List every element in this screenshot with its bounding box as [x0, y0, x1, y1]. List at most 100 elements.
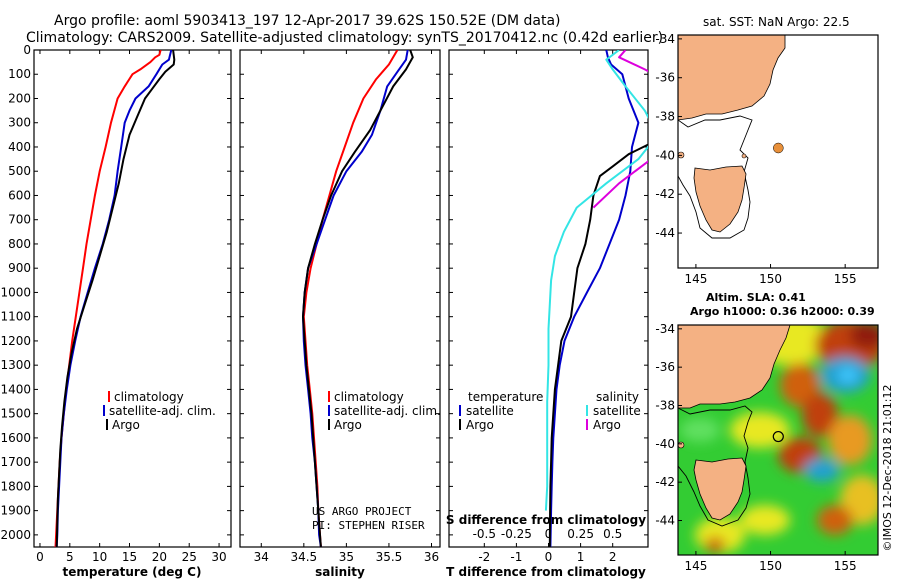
lon-tick-label: 155 [834, 559, 857, 573]
series-line-salinity-satellite [544, 50, 648, 511]
legend-swatch-temp-satellite [459, 405, 461, 416]
credit-line-2: PI: STEPHEN RISER [312, 519, 425, 532]
series-line-argo [55, 50, 176, 547]
y-tick-label: 100 [8, 67, 31, 81]
page-subtitle: Climatology: CARS2009. Satellite-adjuste… [26, 30, 663, 46]
lon-tick-label: 155 [834, 272, 857, 286]
x-tick-label: 36 [424, 550, 439, 564]
legend-label-satellite: satellite-adj. clim. [109, 404, 216, 418]
king-island [678, 441, 685, 449]
y-tick-label: 1600 [0, 431, 31, 445]
difference-series [544, 50, 648, 547]
lat-tick-label: -40 [655, 437, 675, 451]
sla-map-title-1: Altim. SLA: 0.41 [706, 291, 806, 304]
salinity-axes: 34 34.5 35 35.5 36 [240, 49, 440, 564]
lon-tick-label: 145 [684, 559, 707, 573]
sst-map [678, 35, 878, 268]
sst-map-frame [677, 34, 879, 269]
y-tick-label: 400 [8, 140, 31, 154]
x-tick-label: 0 [545, 550, 553, 564]
argo-float-marker [773, 142, 784, 154]
tasmania [693, 457, 747, 521]
legend-label-sal-argo: Argo [593, 418, 621, 432]
y-tick-label: 300 [8, 116, 31, 130]
x-tick-label: -2 [478, 550, 490, 564]
shelf-contour [678, 115, 753, 239]
s-diff-tick-label: 0 [545, 527, 553, 541]
s-diff-tick-label: -0.25 [501, 527, 532, 541]
y-tick-label: 900 [8, 261, 31, 275]
legend-label-temp-satellite: satellite [466, 404, 514, 418]
argo-float-marker [772, 430, 784, 443]
salinity-legend: climatology satellite-adj. clim. Argo [328, 390, 441, 432]
s-difference-xlabel: S difference from climatology [446, 513, 646, 527]
y-tick-label: 1900 [0, 504, 31, 518]
y-tick-label: 0 [23, 43, 31, 57]
x-tick-label: 34 [254, 550, 269, 564]
x-tick-label: 15 [122, 550, 137, 564]
lat-tick-label: -36 [655, 71, 675, 85]
imos-timestamp: ©IMOS 12-Dec-2018 21:01:12 [881, 385, 894, 552]
lon-tick-label: 150 [759, 272, 782, 286]
x-tick-label: 25 [182, 550, 197, 564]
difference-legend: temperature satellite Argo salinity sate… [459, 390, 641, 432]
x-tick-label: -1 [510, 550, 522, 564]
legend-label-temp-argo: Argo [466, 418, 494, 432]
sla-map-title-2: Argo h1000: 0.36 h2000: 0.39 [690, 305, 875, 318]
y-tick-label: 1000 [0, 285, 31, 299]
x-tick-label: 35.5 [376, 550, 403, 564]
legend-label-satellite: satellite-adj. clim. [334, 404, 441, 418]
x-tick-label: 20 [152, 550, 167, 564]
lat-tick-label: -38 [655, 399, 675, 413]
sla-map [678, 325, 878, 555]
series-line-temperature-argo [548, 143, 648, 547]
x-tick-label: 34.5 [290, 550, 317, 564]
sst-map-axes: 145 150 155 -34 -36 -38 -40 -42 -44 [655, 32, 856, 286]
mainland-australia [678, 325, 791, 409]
lat-tick-label: -34 [655, 322, 675, 336]
legend-swatch-argo [328, 419, 330, 430]
page-title: Argo profile: aoml 5903413_197 12-Apr-20… [54, 13, 561, 29]
lat-tick-label: -44 [655, 514, 675, 528]
lat-tick-label: -34 [655, 32, 675, 46]
legend-title-salinity: salinity [596, 390, 639, 404]
y-tick-label: 800 [8, 237, 31, 251]
y-tick-label: 1200 [0, 334, 31, 348]
lat-tick-label: -42 [655, 475, 675, 489]
lat-tick-label: -38 [655, 110, 675, 124]
s-diff-tick-label: 0.25 [567, 527, 594, 541]
sla-map-frame [677, 324, 879, 556]
difference-axes: -2 -1 0 1 2 -0.5 -0.25 0 0.25 0.5 [449, 49, 648, 564]
sla-field [680, 325, 878, 553]
y-tick-label: 2000 [0, 528, 31, 542]
s-diff-tick-label: -0.5 [473, 527, 496, 541]
y-tick-label: 1100 [0, 310, 31, 324]
temperature-legend: climatology satellite-adj. clim. Argo [103, 390, 216, 432]
y-tick-label: 600 [8, 188, 31, 202]
sst-map-title: sat. SST: NaN Argo: 22.5 [703, 15, 850, 29]
legend-title-temperature: temperature [468, 390, 543, 404]
temperature-plot-frame [33, 49, 232, 548]
y-tick-label: 700 [8, 213, 31, 227]
legend-swatch-argo [106, 419, 108, 430]
legend-label-argo: Argo [334, 418, 362, 432]
t-difference-xlabel: T difference from climatology [446, 565, 646, 579]
series-line-salinity-argo [592, 50, 648, 209]
legend-swatch-sal-argo [586, 419, 588, 430]
legend-label-sal-satellite: satellite [593, 404, 641, 418]
legend-swatch-satellite [328, 405, 330, 416]
salinity-series [302, 50, 414, 547]
y-tick-label: 1500 [0, 407, 31, 421]
lon-tick-label: 145 [684, 272, 707, 286]
temperature-xlabel: temperature (deg C) [63, 565, 202, 579]
legend-label-climatology: climatology [334, 390, 404, 404]
legend-label-argo: Argo [112, 418, 140, 432]
x-tick-label: 2 [609, 550, 617, 564]
y-tick-label: 200 [8, 91, 31, 105]
sla-map-axes: 145 150 155 -34 -36 -38 -40 -42 -44 [655, 322, 856, 573]
lat-tick-label: -42 [655, 187, 675, 201]
lon-tick-label: 150 [759, 559, 782, 573]
series-line-temperature-satellite [549, 50, 640, 547]
s-diff-tick-label: 0.5 [603, 527, 622, 541]
legend-swatch-sal-satellite [586, 405, 588, 416]
